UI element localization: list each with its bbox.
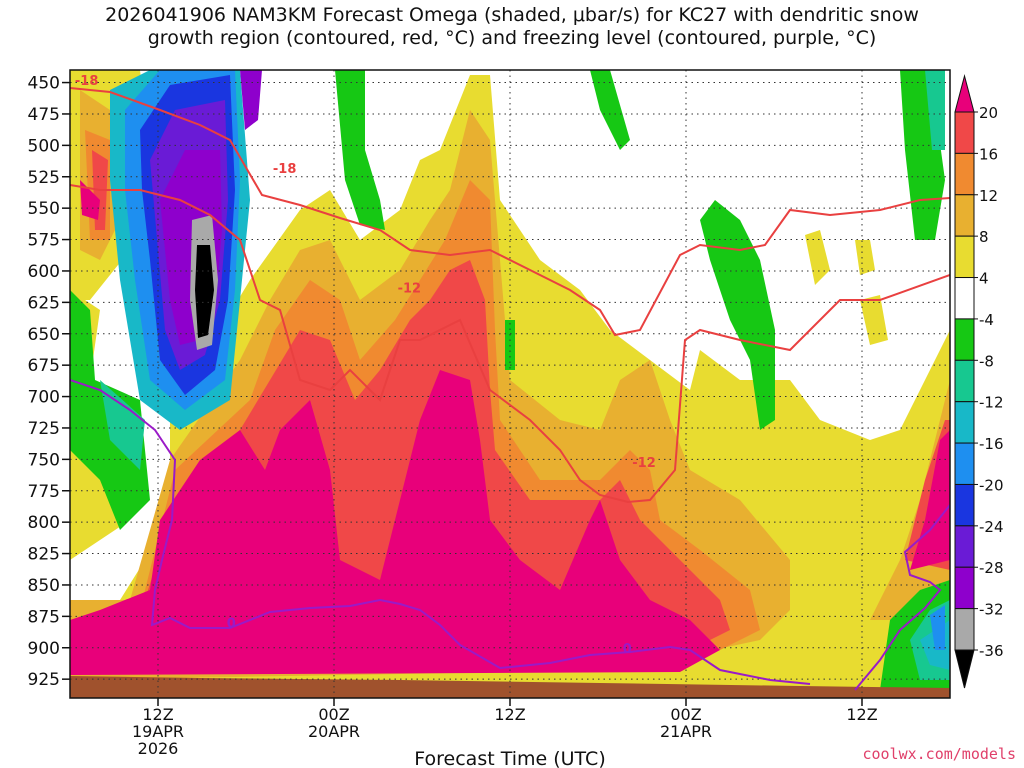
- freezing-contour-label: 0: [227, 617, 236, 632]
- omega-fill-yellow-right: [805, 230, 888, 345]
- grid-lines: [70, 70, 950, 698]
- colorbar-label: 8: [979, 228, 989, 246]
- freezing-contour-main: [70, 379, 811, 685]
- y-tick-label: 800: [28, 513, 60, 533]
- omega-fill-magenta: [70, 180, 720, 675]
- x-axis-label: Forecast Time (UTC): [414, 748, 605, 768]
- omega-fill-black: [195, 245, 214, 338]
- colorbar-box: [954, 235, 975, 279]
- colorbar-label: -16: [979, 435, 1004, 453]
- x-tick-label: 2026: [138, 739, 179, 758]
- y-tick-label: 775: [28, 482, 60, 502]
- colorbar-label: 12: [979, 187, 998, 205]
- colorbar-box: [954, 359, 975, 403]
- omega-fill-green: [70, 70, 950, 690]
- colorbar-label: -36: [979, 642, 1004, 660]
- colorbar-box: [954, 277, 975, 320]
- colorbar-arrow-bottom: [954, 649, 975, 689]
- y-tick-label: 875: [28, 607, 60, 627]
- colorbar-box: [954, 608, 975, 651]
- y-axis: 450 475 500 525 550 575 600 625 650 675 700 725 750 7…: [28, 74, 70, 690]
- y-tick-label: 750: [28, 450, 60, 470]
- dendritic-contour-upper: [70, 87, 950, 337]
- y-tick-label: 725: [28, 419, 60, 439]
- x-tick-label: 00Z: [670, 705, 701, 724]
- colorbar-label: 16: [979, 145, 998, 163]
- colorbar-label: -4: [979, 311, 994, 329]
- y-tick-label: 650: [28, 325, 60, 345]
- colorbar-box: [954, 318, 975, 361]
- dendritic-contour-label: -12: [398, 281, 422, 296]
- freezing-contour-label: 0: [623, 642, 632, 657]
- colorbar-box: [954, 111, 975, 154]
- colorbar-label: -20: [979, 476, 1004, 494]
- x-tick-label: 21APR: [660, 722, 712, 741]
- colorbar-arrow-top: [954, 74, 975, 113]
- colorbar-label: -8: [979, 352, 994, 370]
- colorbar-box: [954, 483, 975, 527]
- y-tick-label: 600: [28, 262, 60, 282]
- y-tick-label: 700: [28, 388, 60, 408]
- colorbar-label: 20: [979, 104, 998, 122]
- omega-fill-magenta-right: [910, 430, 950, 570]
- colorbar-label: -32: [979, 601, 1004, 619]
- colorbar-label: -28: [979, 559, 1004, 577]
- y-tick-label: 925: [28, 670, 60, 690]
- contour-label-layer: -18 -18 -12 -12 0 0: [75, 74, 656, 657]
- y-tick-label: 525: [28, 168, 60, 188]
- colorbar-box: [954, 525, 975, 568]
- colorbar-label: 4: [979, 270, 989, 288]
- y-tick-label: 850: [28, 576, 60, 596]
- y-tick-label: 575: [28, 231, 60, 251]
- x-tick-label: 19APR: [132, 722, 184, 741]
- y-tick-label: 500: [28, 136, 60, 156]
- y-tick-label: 900: [28, 639, 60, 659]
- colorbar-box: [954, 442, 975, 485]
- dendritic-contour-lower: [70, 184, 950, 504]
- colorbar-box: [954, 152, 975, 196]
- y-tick-label: 675: [28, 356, 60, 376]
- x-tick-label: 00Z: [318, 705, 349, 724]
- colorbar-box: [954, 194, 975, 237]
- y-tick-label: 825: [28, 545, 60, 565]
- chart-title-line1: 2026041906 NAM3KM Forecast Omega (shaded…: [105, 4, 919, 26]
- x-tick-label: 20APR: [308, 722, 360, 741]
- dendritic-contour-label: -12: [632, 456, 656, 471]
- x-tick-label: 12Z: [494, 705, 525, 724]
- y-tick-label: 450: [28, 74, 60, 94]
- credit-text: coolwx.com/models: [862, 745, 1016, 763]
- colorbar-box: [954, 566, 975, 610]
- colorbar-label: -24: [979, 518, 1004, 536]
- dendritic-contour-label: -18: [273, 162, 297, 177]
- x-tick-label: 12Z: [846, 705, 877, 724]
- chart-title-line2: growth region (contoured, red, °C) and f…: [147, 27, 877, 49]
- x-tick-label: 12Z: [142, 705, 173, 724]
- colorbar: 20 16 12 8 4 -4 -8 -12 -16 -20 -24 -28 -32 -36: [954, 74, 1004, 689]
- dendritic-contours: [70, 87, 950, 504]
- freezing-contours: [70, 379, 950, 691]
- omega-fill-purple: [160, 70, 262, 345]
- y-tick-label: 475: [28, 105, 60, 125]
- colorbar-label: -12: [979, 394, 1004, 412]
- y-tick-label: 625: [28, 293, 60, 313]
- y-tick-label: 550: [28, 199, 60, 219]
- freezing-contour-right: [854, 504, 950, 691]
- colorbar-box: [954, 401, 975, 444]
- dendritic-contour-label: -18: [75, 74, 99, 89]
